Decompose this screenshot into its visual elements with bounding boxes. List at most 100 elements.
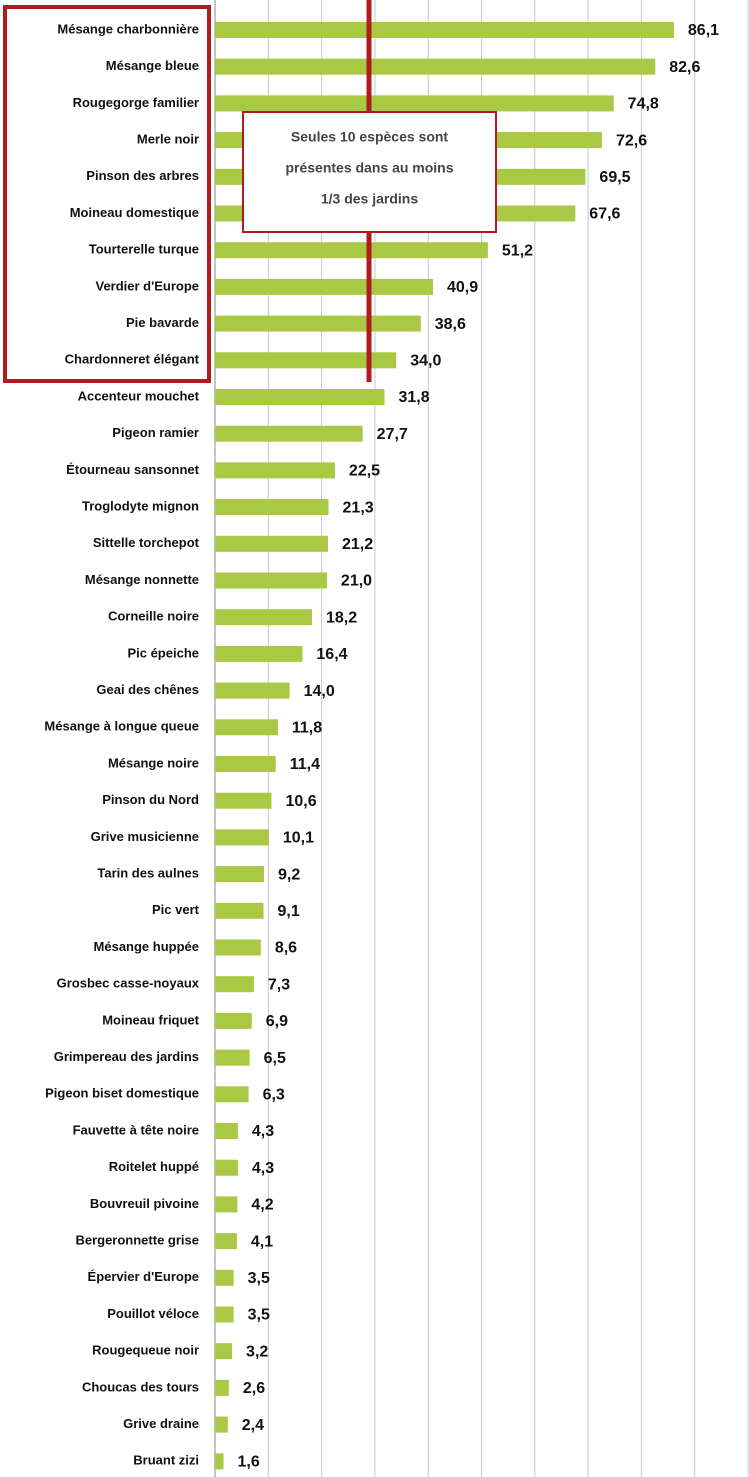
bar bbox=[215, 1123, 238, 1139]
bar bbox=[215, 1086, 249, 1103]
value-label: 31,8 bbox=[398, 389, 429, 406]
category-label: Mésange charbonnière bbox=[57, 21, 199, 36]
annotation-text: présentes dans au moins bbox=[285, 160, 453, 176]
annotation-box bbox=[242, 111, 497, 233]
bar bbox=[215, 1012, 252, 1029]
bar bbox=[215, 315, 421, 332]
bar bbox=[215, 792, 272, 809]
category-label: Mésange huppée bbox=[94, 939, 199, 954]
value-label: 9,2 bbox=[278, 866, 300, 883]
category-label: Mésange noire bbox=[108, 755, 199, 770]
value-label: 11,8 bbox=[292, 720, 322, 737]
bar bbox=[215, 1196, 238, 1213]
value-label: 4,3 bbox=[252, 1123, 274, 1140]
value-label: 38,6 bbox=[435, 316, 466, 333]
category-label: Moineau domestique bbox=[70, 205, 199, 220]
value-label: 1,6 bbox=[238, 1454, 260, 1471]
category-label: Tourterelle turque bbox=[89, 242, 199, 257]
value-label: 3,5 bbox=[248, 1307, 270, 1324]
category-label: Mésange bleue bbox=[106, 58, 199, 73]
bar bbox=[215, 389, 385, 405]
value-label: 82,6 bbox=[669, 59, 700, 76]
value-label: 69,5 bbox=[599, 169, 630, 186]
value-label: 21,2 bbox=[342, 536, 373, 553]
category-label: Bruant zizi bbox=[133, 1453, 199, 1468]
category-label: Étourneau sansonnet bbox=[66, 462, 200, 477]
category-label: Pie bavarde bbox=[126, 315, 199, 330]
category-label: Grimpereau des jardins bbox=[54, 1049, 199, 1064]
value-label: 74,8 bbox=[628, 96, 659, 113]
bar bbox=[215, 609, 313, 626]
value-label: 6,9 bbox=[266, 1013, 288, 1030]
value-label: 6,5 bbox=[264, 1050, 286, 1067]
bar bbox=[215, 719, 278, 736]
value-label: 14,0 bbox=[304, 683, 335, 700]
value-label: 10,6 bbox=[285, 793, 316, 810]
category-label: Mésange à longue queue bbox=[44, 719, 199, 734]
bar bbox=[215, 1269, 234, 1286]
value-label: 51,2 bbox=[502, 242, 533, 259]
bar bbox=[215, 499, 329, 516]
bar bbox=[215, 1049, 250, 1066]
value-label: 2,4 bbox=[242, 1417, 264, 1434]
value-label: 2,6 bbox=[243, 1380, 265, 1397]
value-label: 21,3 bbox=[343, 499, 374, 516]
category-label: Troglodyte mignon bbox=[82, 499, 199, 514]
bar bbox=[215, 1343, 233, 1360]
category-label: Geai des chênes bbox=[96, 682, 199, 697]
category-label: Pigeon biset domestique bbox=[45, 1086, 199, 1101]
value-label: 7,3 bbox=[268, 976, 290, 993]
bar bbox=[215, 866, 265, 883]
category-label: Rougegorge familier bbox=[73, 95, 199, 110]
value-label: 27,7 bbox=[377, 426, 408, 443]
value-label: 6,3 bbox=[263, 1087, 285, 1104]
category-label: Choucas des tours bbox=[82, 1379, 199, 1394]
bar bbox=[215, 1306, 234, 1323]
category-label: Verdier d'Europe bbox=[95, 278, 199, 293]
category-label: Accenteur mouchet bbox=[78, 388, 200, 403]
category-label: Pigeon ramier bbox=[112, 425, 199, 440]
category-label: Roitelet huppé bbox=[109, 1159, 199, 1174]
bar bbox=[215, 902, 264, 919]
value-label: 18,2 bbox=[326, 609, 357, 626]
category-label: Bergeronnette grise bbox=[75, 1233, 199, 1248]
category-label: Tarin des aulnes bbox=[97, 866, 199, 881]
category-label: Corneille noire bbox=[108, 609, 199, 624]
bar bbox=[215, 535, 328, 552]
category-label: Chardonneret élégant bbox=[65, 352, 200, 367]
category-label: Pic vert bbox=[152, 902, 200, 917]
bar bbox=[215, 1379, 229, 1396]
annotation-text: 1/3 des jardins bbox=[321, 191, 418, 207]
bar bbox=[215, 1453, 224, 1470]
bar bbox=[215, 242, 488, 259]
category-label: Mésange nonnette bbox=[85, 572, 199, 587]
value-label: 21,0 bbox=[341, 573, 372, 590]
bar bbox=[215, 682, 290, 699]
value-label: 22,5 bbox=[349, 463, 380, 480]
category-label: Fauvette à tête noire bbox=[73, 1122, 199, 1137]
bar bbox=[215, 425, 363, 442]
category-label: Moineau friquet bbox=[102, 1012, 199, 1027]
bar bbox=[215, 1416, 228, 1433]
category-label: Grosbec casse-noyaux bbox=[57, 976, 200, 991]
annotation-text: Seules 10 espèces sont bbox=[291, 129, 449, 145]
bar bbox=[215, 645, 303, 662]
value-label: 34,0 bbox=[410, 353, 441, 370]
category-label: Sittelle torchepot bbox=[93, 535, 200, 550]
category-label: Pinson du Nord bbox=[102, 792, 199, 807]
category-label: Épervier d'Europe bbox=[88, 1269, 199, 1284]
bar bbox=[215, 58, 656, 75]
bar bbox=[215, 352, 397, 369]
bar bbox=[215, 22, 674, 38]
highlight-box bbox=[3, 5, 211, 383]
value-label: 8,6 bbox=[275, 940, 297, 957]
category-label: Bouvreuil pivoine bbox=[90, 1196, 199, 1211]
value-label: 4,2 bbox=[251, 1197, 273, 1214]
value-label: 72,6 bbox=[616, 132, 647, 149]
bar bbox=[215, 278, 433, 295]
category-label: Pouillot véloce bbox=[107, 1306, 199, 1321]
category-label: Merle noir bbox=[137, 132, 199, 147]
value-label: 9,1 bbox=[278, 903, 300, 920]
bar bbox=[215, 1233, 237, 1250]
